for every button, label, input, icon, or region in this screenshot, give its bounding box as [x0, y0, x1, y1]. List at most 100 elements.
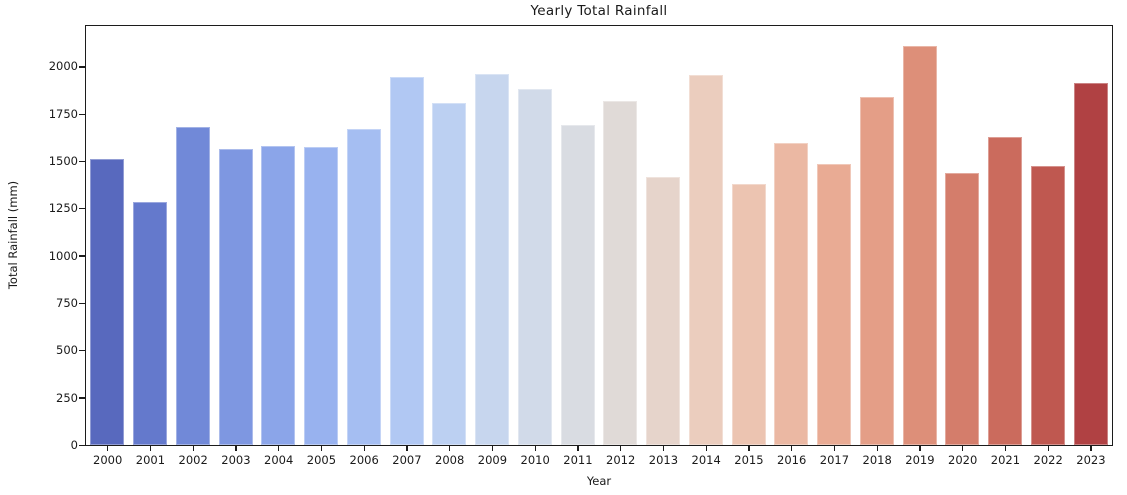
- x-tick-mark-2010: [534, 445, 536, 451]
- x-tick-label-2018: 2018: [862, 453, 892, 467]
- x-tick-mark-2014: [705, 445, 707, 451]
- x-tick-label-2004: 2004: [264, 453, 294, 467]
- x-tick-mark-2017: [833, 445, 836, 451]
- bar-slot-2008: [428, 26, 471, 445]
- bar-slot-2019: [898, 26, 941, 445]
- bar-slot-2022: [1027, 26, 1070, 445]
- x-tick-mark-2000: [107, 445, 109, 451]
- x-tick-label-2008: 2008: [435, 453, 465, 467]
- x-tick-mark-2020: [962, 445, 964, 451]
- x-tick-mark-2006: [363, 445, 365, 451]
- x-tick-label-2005: 2005: [306, 453, 337, 467]
- bar-2014: [688, 74, 723, 445]
- x-tick-label-2014: 2014: [691, 453, 721, 467]
- bar-slot-2010: [514, 26, 557, 445]
- bar-slot-2023: [1069, 26, 1112, 445]
- x-tick-label-2019: 2019: [905, 453, 935, 467]
- y-tick-mark-0: [79, 444, 85, 446]
- x-tick-label-2012: 2012: [606, 453, 636, 467]
- y-tick-label-500: 500: [56, 343, 78, 358]
- x-tick-mark-2013: [662, 445, 665, 451]
- x-tick-label-2016: 2016: [777, 453, 807, 467]
- bar-2008: [432, 102, 467, 445]
- y-tick-mark-1750: [79, 113, 85, 115]
- y-tick-mark-1000: [79, 255, 85, 257]
- bar-slot-2001: [129, 26, 172, 445]
- bars-container: [86, 26, 1112, 445]
- y-tick-mark-250: [79, 397, 85, 399]
- bar-2009: [475, 74, 510, 445]
- x-tick-mark-2022: [1047, 445, 1049, 451]
- bar-slot-2009: [471, 26, 514, 445]
- bar-2012: [603, 100, 638, 445]
- bar-slot-2020: [941, 26, 984, 445]
- x-tick-label-2021: 2021: [990, 453, 1021, 467]
- x-axis-label: Year: [586, 474, 612, 488]
- x-tick-label-2017: 2017: [819, 453, 850, 467]
- bar-slot-2014: [685, 26, 728, 445]
- x-tick-mark-2021: [1004, 445, 1007, 451]
- x-tick-mark-2003: [235, 445, 237, 451]
- bar-2002: [175, 127, 210, 445]
- x-tick-mark-2007: [406, 445, 408, 451]
- bar-slot-2004: [257, 26, 300, 445]
- y-tick-mark-2000: [79, 66, 85, 68]
- y-tick-label-1000: 1000: [48, 248, 78, 263]
- bar-2023: [1073, 83, 1108, 445]
- bar-slot-2003: [214, 26, 257, 445]
- chart-title: Yearly Total Rainfall: [530, 3, 668, 19]
- bar-2017: [817, 163, 852, 445]
- y-tick-label-1500: 1500: [48, 154, 78, 169]
- bar-slot-2011: [556, 26, 599, 445]
- bar-2003: [218, 148, 253, 445]
- bar-slot-2000: [86, 26, 129, 445]
- y-tick-label-2000: 2000: [48, 59, 78, 74]
- x-tick-mark-2009: [491, 445, 494, 451]
- x-tick-mark-2016: [791, 445, 793, 451]
- bar-slot-2017: [813, 26, 856, 445]
- x-tick-label-2023: 2023: [1076, 453, 1106, 467]
- x-tick-label-2002: 2002: [178, 453, 208, 467]
- x-tick-mark-2015: [748, 445, 750, 451]
- bar-2006: [346, 128, 381, 445]
- x-tick-label-2020: 2020: [948, 453, 978, 467]
- bar-slot-2012: [599, 26, 642, 445]
- bar-2021: [988, 137, 1023, 445]
- bar-2010: [517, 89, 552, 445]
- x-tick-mark-2008: [449, 445, 451, 451]
- x-tick-label-2013: 2013: [648, 453, 679, 467]
- y-tick-label-0: 0: [70, 437, 78, 452]
- x-tick-mark-2002: [192, 445, 194, 451]
- x-tick-label-2006: 2006: [349, 453, 379, 467]
- x-tick-mark-2012: [620, 445, 622, 451]
- y-tick-mark-1500: [79, 160, 85, 163]
- y-tick-label-1750: 1750: [48, 106, 78, 121]
- x-tick-label-2003: 2003: [221, 453, 251, 467]
- x-tick-mark-2019: [919, 445, 921, 451]
- plot-area: [85, 25, 1113, 446]
- y-tick-mark-750: [79, 302, 85, 305]
- x-tick-label-2022: 2022: [1033, 453, 1063, 467]
- bar-slot-2005: [300, 26, 343, 445]
- bar-2022: [1030, 165, 1065, 445]
- x-tick-mark-2001: [149, 445, 152, 451]
- x-tick-label-2009: 2009: [477, 453, 508, 467]
- bar-2018: [859, 97, 894, 445]
- x-tick-mark-2005: [320, 445, 323, 451]
- bar-slot-2018: [856, 26, 899, 445]
- x-tick-mark-2011: [577, 445, 579, 451]
- bar-2000: [90, 159, 125, 445]
- bar-2004: [261, 145, 296, 445]
- bar-slot-2006: [343, 26, 386, 445]
- y-tick-label-750: 750: [56, 295, 78, 310]
- y-tick-label-250: 250: [56, 390, 78, 405]
- x-tick-mark-2023: [1090, 445, 1092, 451]
- bar-2001: [133, 201, 168, 445]
- y-tick-mark-1250: [79, 208, 85, 210]
- bar-2015: [731, 183, 766, 445]
- y-axis-label: Total Rainfall (mm): [6, 180, 20, 290]
- x-tick-label-2000: 2000: [93, 453, 123, 467]
- bar-2019: [902, 46, 937, 445]
- bar-2013: [646, 176, 681, 445]
- bar-2005: [304, 146, 339, 445]
